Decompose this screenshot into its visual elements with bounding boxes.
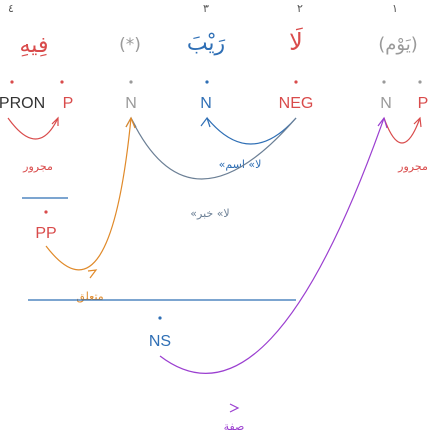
pos-tag-p: P	[63, 95, 74, 112]
token-number: ٣	[203, 2, 209, 15]
label-ism-la: «لا» اسم	[219, 158, 262, 171]
token-number: ٢	[297, 2, 303, 15]
phrase-tag-pp: PP	[35, 225, 56, 242]
word-rayba: رَيْبَ	[187, 31, 226, 56]
label-majrur-left: مجرور	[22, 160, 53, 173]
pos-tag-p-yawm: P	[418, 95, 429, 112]
arc-ism-la	[206, 117, 297, 145]
arc-arrowhead	[377, 116, 388, 129]
word-fihi: فِيهِ	[20, 33, 49, 58]
tag-dot	[10, 80, 14, 84]
token-number: ١	[392, 2, 398, 15]
pos-tag-n-yawm: N	[380, 95, 392, 112]
pos-tag-pron: PRON	[0, 95, 45, 112]
tag-dot	[382, 80, 386, 84]
label-sifa: صفة	[224, 420, 245, 433]
arc-arrowhead	[87, 269, 98, 279]
arc-majrur-right	[383, 117, 421, 144]
pos-tag-n: N	[200, 95, 212, 112]
token-number: ٤	[8, 2, 14, 15]
label-majrur-right: مجرور	[397, 160, 428, 173]
arc-arrowhead	[125, 116, 136, 129]
tag-dot	[418, 80, 422, 84]
tag-dot	[60, 80, 64, 84]
arc-arrowhead	[413, 116, 422, 128]
arc-mutaalliq	[45, 117, 132, 271]
tag-dot	[205, 80, 209, 84]
label-khabar-la: «لا» خبر	[190, 207, 229, 220]
tag-dot	[129, 80, 133, 84]
arc-arrowhead	[200, 116, 211, 128]
arc-sifa	[159, 117, 385, 374]
label-mutaalliq: متعلق	[76, 290, 103, 304]
arc-khabar-la	[130, 117, 297, 180]
pos-tag-n-hidden: N	[125, 95, 137, 112]
tag-dot	[294, 80, 298, 84]
phrase-tag-ns: NS	[149, 333, 171, 350]
word-hidden: (*)	[119, 35, 141, 55]
pos-tag-neg: NEG	[279, 95, 314, 112]
ns-dot	[158, 316, 162, 320]
word-la: لَا	[289, 28, 303, 56]
arc-majrur-left	[7, 117, 59, 140]
pp-dot	[44, 210, 48, 214]
arc-arrowhead	[229, 403, 240, 413]
arc-arrowhead	[51, 116, 59, 126]
word-yawm: (يَوْم)	[378, 34, 418, 55]
